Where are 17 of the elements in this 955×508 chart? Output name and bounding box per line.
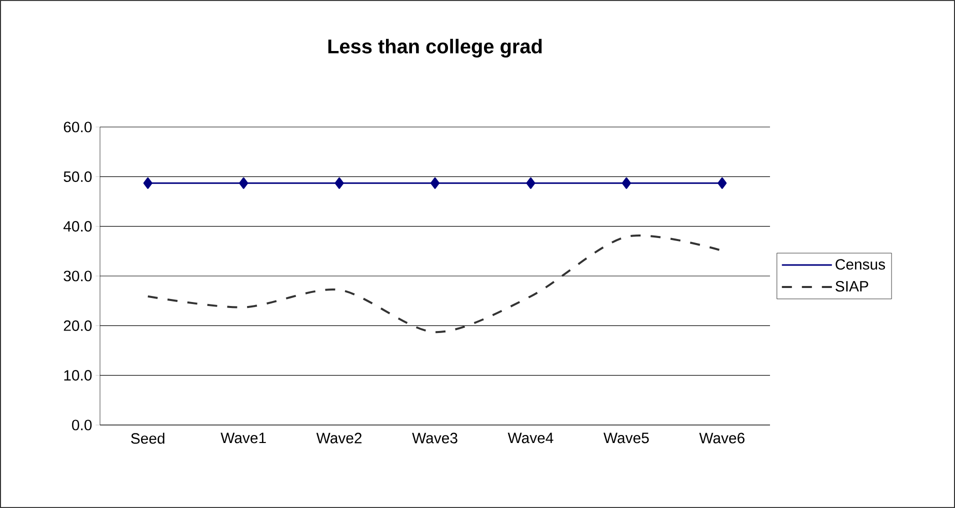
y-tick-label: 30.0	[64, 270, 92, 282]
legend-label: SIAP	[836, 280, 868, 292]
y-tick-label: 20.0	[64, 320, 92, 331]
y-tick-label: 0.0	[72, 420, 92, 430]
chart-title: Less than college grad	[328, 38, 542, 58]
y-tick-label: 60.0	[64, 122, 92, 132]
x-tick-label: Wave2	[316, 432, 362, 444]
x-tick-label: Wave3	[412, 432, 458, 444]
y-tick-label: 10.0	[64, 370, 92, 381]
x-tick-label: Wave1	[220, 432, 266, 444]
x-tick-label: Seed	[131, 432, 164, 444]
x-tick-label: Wave6	[699, 432, 744, 444]
x-tick-label: Wave4	[508, 432, 554, 444]
y-tick-label: 40.0	[63, 221, 92, 232]
y-tick-label: 50.0	[64, 171, 92, 182]
x-tick-label: Wave5	[604, 432, 649, 444]
legend-label: Census	[836, 259, 886, 270]
